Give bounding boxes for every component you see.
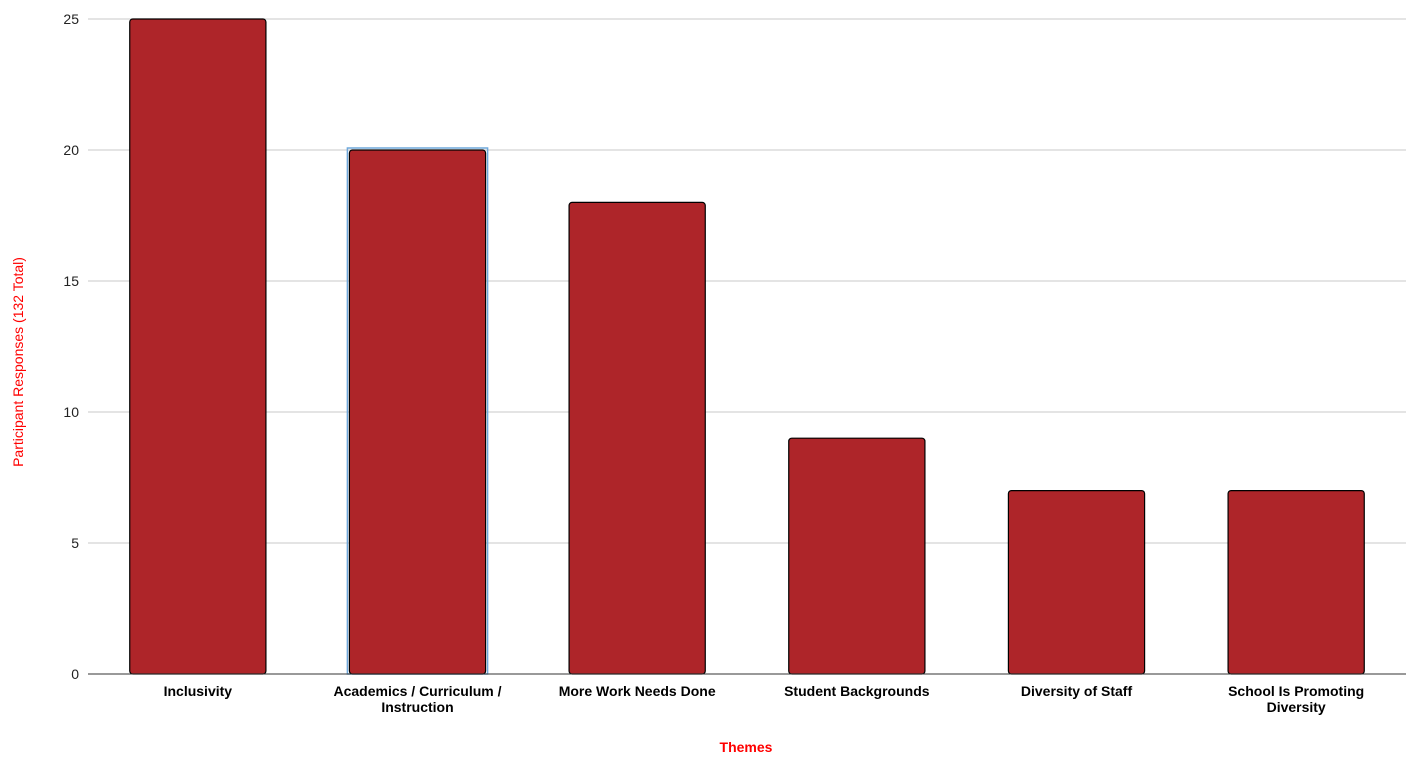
bar[interactable] xyxy=(788,437,926,675)
bar[interactable] xyxy=(568,201,706,675)
y-tick-label: 15 xyxy=(63,273,79,289)
bars xyxy=(129,18,1365,675)
x-tick-label: Instruction xyxy=(381,699,453,715)
x-tick-label: Diversity of Staff xyxy=(1021,683,1133,699)
x-tick-label: More Work Needs Done xyxy=(559,683,716,699)
bar[interactable] xyxy=(348,149,487,675)
x-tick-label: Diversity xyxy=(1267,699,1326,715)
y-tick-label: 5 xyxy=(71,535,79,551)
y-tick-label: 20 xyxy=(63,142,79,158)
x-tick-label: Inclusivity xyxy=(164,683,233,699)
y-tick-label: 0 xyxy=(71,666,79,682)
bar[interactable] xyxy=(1007,490,1146,675)
gridlines xyxy=(88,18,1406,544)
x-tick-label: School Is Promoting xyxy=(1228,683,1364,699)
x-tick-label: Academics / Curriculum / xyxy=(333,683,501,699)
x-axis-title: Themes xyxy=(720,739,773,755)
bar[interactable] xyxy=(129,18,267,675)
y-axis-ticks: 0 5 10 15 20 25 xyxy=(63,11,79,682)
x-tick-label: Student Backgrounds xyxy=(784,683,930,699)
y-tick-label: 25 xyxy=(63,11,79,27)
y-tick-label: 10 xyxy=(63,404,79,420)
y-axis-title: Participant Responses (132 Total) xyxy=(10,257,26,467)
x-axis-tick-labels: Inclusivity Academics / Curriculum /Instr… xyxy=(164,683,1365,715)
bar[interactable] xyxy=(1227,490,1365,675)
